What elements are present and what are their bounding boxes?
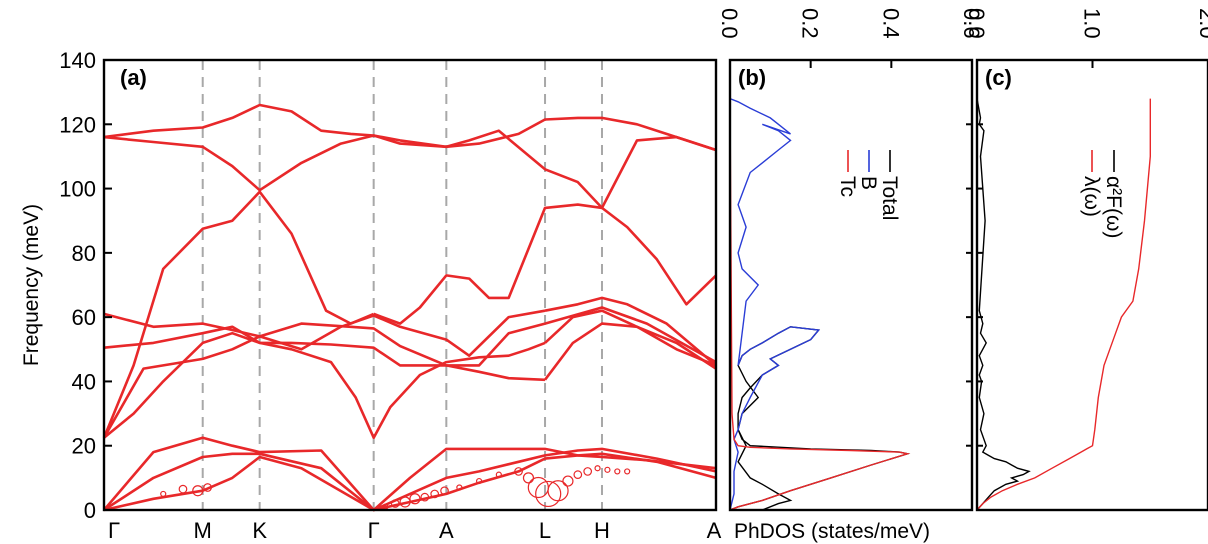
- legend-a2f: α²F(ω): [1102, 176, 1125, 238]
- coupling-bubble: [420, 492, 430, 502]
- eliashberg-curves: [976, 98, 1151, 511]
- phdos-tick-label: 0.2: [798, 8, 823, 39]
- panel-b-legend: Total B Tc: [836, 150, 901, 220]
- y-tick-label: 80: [72, 241, 96, 266]
- phonon-band-5: [102, 322, 546, 439]
- coupling-bubble: [514, 467, 523, 476]
- path-label-0: Γ: [108, 518, 120, 543]
- path-label-4: A: [439, 518, 454, 543]
- panel-a-frame: [102, 58, 718, 512]
- phdos-axis-title: PhDOS (states/meV): [734, 520, 930, 543]
- coupling-bubble: [430, 489, 440, 499]
- legend-tc: Tc: [836, 176, 859, 197]
- electron-phonon-bubbles: [160, 465, 631, 510]
- panel-b-label: (b): [738, 65, 766, 90]
- phonon-band-1: [103, 447, 717, 512]
- panel-a-label: (a): [120, 65, 147, 90]
- path-label-3: Γ: [368, 518, 380, 543]
- y-tick-label: 0: [84, 498, 96, 523]
- y-tick-label: 60: [72, 305, 96, 330]
- coupling-bubble: [583, 467, 593, 476]
- eliashberg-axis-ticks: 0.0 1.0 2.0: [964, 8, 1208, 511]
- phonon-band-7: [103, 325, 546, 382]
- phonon-band-8: [543, 322, 717, 381]
- y-tick-label: 20: [72, 434, 96, 459]
- coupling-bubble: [624, 468, 631, 475]
- a2f-curve: [976, 98, 1031, 511]
- legend-total: Total: [878, 176, 901, 220]
- panel-c-label: (c): [985, 65, 1012, 90]
- phdos-tick-label: 0.4: [878, 8, 903, 39]
- phonon-band-11: [102, 190, 375, 439]
- phdos-tick-label: 0.0: [717, 8, 742, 39]
- phdos-total-curve: [729, 326, 911, 511]
- phonon-band-3: [103, 331, 546, 439]
- phonon-band-9: [103, 309, 546, 357]
- eliashberg-tick-label: 2.0: [1195, 8, 1208, 39]
- phonon-band-13: [103, 103, 717, 152]
- coupling-bubble: [475, 477, 483, 485]
- coupling-bubble: [495, 471, 502, 478]
- eliashberg-tick-label: 1.0: [1080, 8, 1105, 39]
- coupling-bubble: [456, 484, 463, 491]
- path-label-5: L: [539, 518, 551, 543]
- path-label-2: K: [252, 518, 267, 543]
- legend-lambda: λ(ω): [1080, 176, 1103, 217]
- y-tick-label: 100: [59, 177, 96, 202]
- coupling-bubble: [160, 490, 167, 498]
- y-axis-title: Frequency (meV): [20, 204, 43, 366]
- phonon-bands: [102, 103, 717, 512]
- panel-a-band-structure: 0 20 40 60 80 100 120 140 Γ M K Γ A L H A (a) Frequenc…: [20, 48, 722, 543]
- panel-c-legend: α²F(ω) λ(ω): [1080, 150, 1125, 238]
- phdos-tick-label: 0.6: [959, 8, 984, 39]
- path-label-1: M: [194, 518, 212, 543]
- path-label-6: H: [594, 518, 610, 543]
- coupling-bubble: [535, 480, 562, 508]
- coupling-bubble: [614, 468, 621, 475]
- y-tick-label: 140: [59, 48, 96, 73]
- phonon-band-14: [103, 129, 717, 210]
- y-axis-ticks: 0 20 40 60 80 100 120 140: [59, 48, 112, 523]
- panel-b-frame: [728, 58, 974, 512]
- high-symmetry-lines: [201, 60, 603, 510]
- coupling-bubble: [573, 470, 583, 479]
- coupling-bubble: [562, 475, 574, 487]
- phdos-axis-ticks: 0.0 0.2 0.4 0.6: [717, 8, 984, 511]
- coupling-bubble: [192, 485, 204, 497]
- coupling-bubble: [522, 472, 535, 484]
- coupling-bubble: [399, 496, 411, 508]
- panel-c-eliashberg: 0.0 1.0 2.0 (c) α²F(ω) λ(ω): [964, 8, 1208, 512]
- coupling-bubble: [203, 483, 212, 492]
- phonon-band-4: [544, 309, 717, 367]
- coupling-bubble: [440, 486, 449, 496]
- lambda-curve: [976, 98, 1151, 511]
- phdos-b-curve: [729, 97, 821, 511]
- phonon-band-6: [544, 306, 717, 364]
- phdos-curves: [729, 97, 911, 511]
- phonon-band-10: [544, 296, 717, 367]
- phonon-band-2: [103, 436, 717, 512]
- path-label-7: A: [707, 518, 722, 543]
- coupling-bubble: [178, 484, 188, 494]
- eliashberg-tick-label: 0.0: [964, 8, 989, 39]
- coupling-bubble: [594, 465, 601, 472]
- phdos-tc-curve: [729, 98, 911, 511]
- panel-b-phdos: 0.0 0.2 0.4 0.6 (b) PhDOS (states/meV) Tota…: [717, 8, 984, 543]
- coupling-bubble: [604, 466, 611, 473]
- y-tick-label: 40: [72, 369, 96, 394]
- phonon-band-12: [373, 203, 717, 325]
- legend-b: B: [857, 176, 880, 190]
- coupling-bubble: [390, 499, 400, 508]
- coupling-bubble: [547, 480, 569, 502]
- coupling-bubble: [409, 493, 421, 505]
- y-tick-label: 120: [59, 112, 96, 137]
